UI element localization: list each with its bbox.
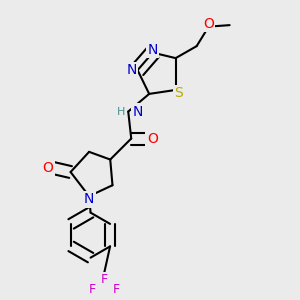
- Text: O: O: [147, 131, 158, 146]
- Text: O: O: [203, 16, 214, 31]
- Text: F: F: [112, 284, 120, 296]
- Text: H: H: [117, 106, 125, 116]
- Text: N: N: [148, 43, 158, 57]
- Text: O: O: [43, 160, 53, 175]
- Text: N: N: [126, 63, 137, 77]
- Text: F: F: [100, 273, 108, 286]
- Text: F: F: [88, 284, 96, 296]
- Text: S: S: [174, 86, 183, 100]
- Text: N: N: [133, 104, 143, 118]
- Text: N: N: [84, 192, 94, 206]
